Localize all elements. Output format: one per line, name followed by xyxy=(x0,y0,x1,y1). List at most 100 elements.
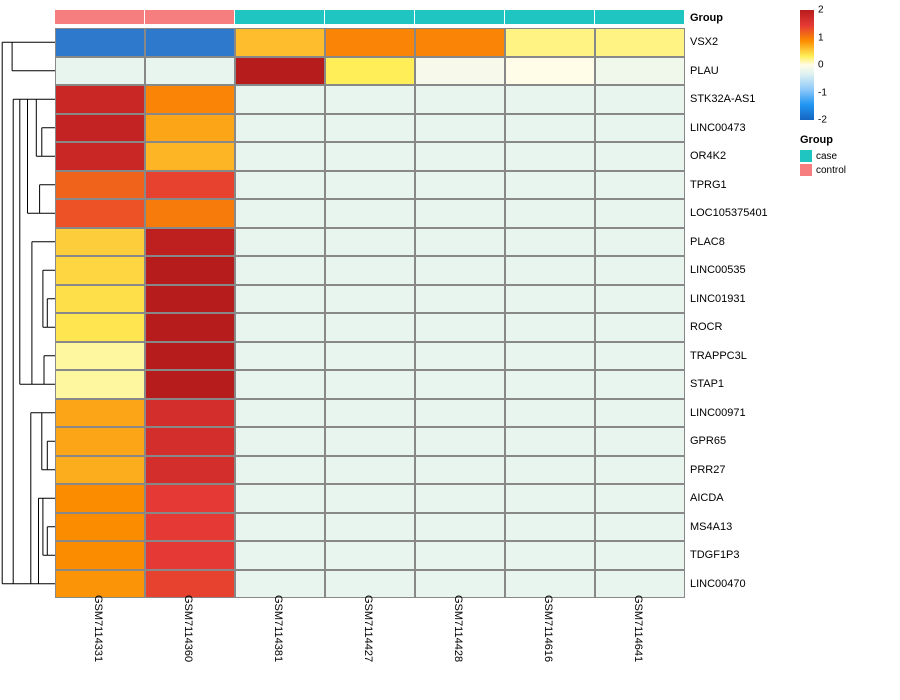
group-bar-segment xyxy=(595,10,685,24)
heatmap-cell xyxy=(595,28,685,57)
colorbar-tick: 2 xyxy=(818,5,824,16)
heatmap-cell xyxy=(145,228,235,257)
heatmap-cell xyxy=(235,342,325,371)
heatmap-cell xyxy=(505,114,595,143)
heatmap-cell xyxy=(415,342,505,371)
group-bar-segment xyxy=(235,10,325,24)
heatmap-cell xyxy=(415,313,505,342)
heatmap-cell xyxy=(145,456,235,485)
heatmap-cell xyxy=(415,541,505,570)
heatmap-cell xyxy=(595,142,685,171)
heatmap-cell xyxy=(145,28,235,57)
row-label: TDGF1P3 xyxy=(690,549,740,561)
heatmap-cell xyxy=(235,228,325,257)
heatmap-cell xyxy=(325,142,415,171)
heatmap-cell xyxy=(55,57,145,86)
heatmap-cell xyxy=(55,199,145,228)
heatmap-cell xyxy=(595,541,685,570)
heatmap-cell xyxy=(145,370,235,399)
heatmap-cell xyxy=(55,285,145,314)
heatmap-cell xyxy=(415,513,505,542)
heatmap-cell xyxy=(325,541,415,570)
heatmap-cell xyxy=(595,313,685,342)
heatmap-cell xyxy=(325,399,415,428)
heatmap-cell xyxy=(325,456,415,485)
row-label: VSX2 xyxy=(690,36,718,48)
group-legend: Group casecontrol xyxy=(800,134,895,176)
legend-swatch xyxy=(800,164,812,176)
heatmap-cell xyxy=(145,285,235,314)
heatmap-cell xyxy=(325,342,415,371)
group-bar-segment xyxy=(505,10,595,24)
heatmap-cell xyxy=(415,199,505,228)
heatmap-cell xyxy=(505,256,595,285)
heatmap-cell xyxy=(505,228,595,257)
column-label: GSM7114381 xyxy=(272,595,284,662)
heatmap-cell xyxy=(235,541,325,570)
row-label: LINC00971 xyxy=(690,407,746,419)
group-legend-title: Group xyxy=(800,134,895,146)
heatmap-cell xyxy=(55,570,145,599)
row-label: PLAC8 xyxy=(690,236,725,248)
heatmap-cell xyxy=(235,427,325,456)
heatmap-cell xyxy=(235,28,325,57)
heatmap-cell xyxy=(235,370,325,399)
heatmap-cell xyxy=(325,85,415,114)
heatmap-cell xyxy=(595,57,685,86)
heatmap-cell xyxy=(415,370,505,399)
heatmap-cell xyxy=(505,541,595,570)
heatmap-cell xyxy=(595,199,685,228)
heatmap-cell xyxy=(595,285,685,314)
heatmap-cell xyxy=(415,85,505,114)
heatmap-cell xyxy=(145,171,235,200)
row-label: TRAPPC3L xyxy=(690,350,747,362)
heatmap-cell xyxy=(505,285,595,314)
group-bar-segment xyxy=(415,10,505,24)
heatmap-cell xyxy=(505,427,595,456)
column-label: GSM7114428 xyxy=(452,595,464,662)
heatmap-cell xyxy=(595,427,685,456)
heatmap-cell xyxy=(325,427,415,456)
heatmap-cell xyxy=(325,57,415,86)
heatmap-cell xyxy=(145,570,235,599)
heatmap-cell xyxy=(325,28,415,57)
colorbar-tick: 1 xyxy=(818,32,824,43)
heatmap-cell xyxy=(505,342,595,371)
heatmap-cell xyxy=(55,370,145,399)
heatmap-cell xyxy=(235,399,325,428)
heatmap-cell xyxy=(595,370,685,399)
column-label: GSM7114427 xyxy=(362,595,374,662)
heatmap-cell xyxy=(235,313,325,342)
heatmap-cell xyxy=(55,342,145,371)
heatmap-cell xyxy=(145,57,235,86)
heatmap-cell xyxy=(595,342,685,371)
legend-item: control xyxy=(800,164,895,176)
row-label: STK32A-AS1 xyxy=(690,93,755,105)
heatmap-cell xyxy=(235,570,325,599)
group-bar-segment xyxy=(55,10,145,24)
heatmap-cell xyxy=(595,399,685,428)
legend-label: control xyxy=(816,165,846,176)
heatmap-cell xyxy=(505,456,595,485)
heatmap-cell xyxy=(595,228,685,257)
heatmap-cell xyxy=(235,142,325,171)
heatmap-cell xyxy=(415,57,505,86)
row-label: ROCR xyxy=(690,321,722,333)
heatmap-cell xyxy=(235,513,325,542)
legend: 210-1-2 Group casecontrol xyxy=(800,10,895,178)
heatmap-cell xyxy=(415,427,505,456)
heatmap-cell xyxy=(325,256,415,285)
heatmap-cell xyxy=(145,541,235,570)
heatmap-cell xyxy=(235,456,325,485)
heatmap-cell xyxy=(55,28,145,57)
heatmap-cell xyxy=(235,171,325,200)
row-label: LOC105375401 xyxy=(690,207,768,219)
heatmap-cell xyxy=(145,399,235,428)
heatmap-cell xyxy=(505,513,595,542)
heatmap-cell xyxy=(235,256,325,285)
heatmap-cell xyxy=(145,142,235,171)
heatmap-area xyxy=(55,10,685,610)
heatmap-cell xyxy=(595,85,685,114)
heatmap-cell xyxy=(505,28,595,57)
heatmap-cell xyxy=(55,171,145,200)
